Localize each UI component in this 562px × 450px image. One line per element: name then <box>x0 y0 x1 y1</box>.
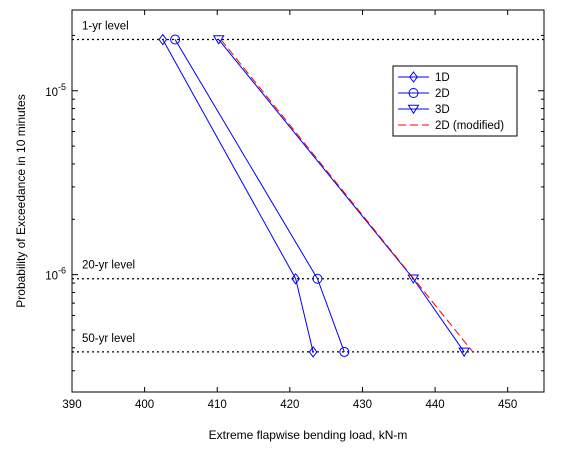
y-tick-label-1: 10-5 <box>45 82 66 99</box>
legend-marker-1 <box>408 88 419 98</box>
series-line-1 <box>174 39 345 353</box>
reference-label-2: 50-yr level <box>82 333 135 345</box>
x-tick-label-1: 400 <box>135 399 154 411</box>
x-tick-label-6: 450 <box>498 399 517 411</box>
reference-label-1: 20-yr level <box>82 260 135 272</box>
x-tick-label-5: 440 <box>425 399 444 411</box>
y-axis-label: Probability of Exceedance in 10 minutes <box>14 94 28 307</box>
series-line-0 <box>162 39 314 353</box>
series-2-point-1 <box>407 274 420 284</box>
series-2-point-2 <box>458 347 471 358</box>
legend-marker-2 <box>407 104 420 115</box>
x-tick-label-2: 410 <box>208 399 227 411</box>
x-tick-label-4: 430 <box>353 399 372 411</box>
series-1-point-0 <box>170 34 181 45</box>
series-1-point-2 <box>339 346 350 357</box>
legend-label-2: 3D <box>435 104 450 116</box>
series-0-point-2 <box>308 346 318 358</box>
reference-label-0: 1-yr level <box>82 21 129 33</box>
x-tick-label-3: 420 <box>280 399 299 411</box>
y-tick-label-0: 10-6 <box>45 266 66 283</box>
legend-label-0: 1D <box>435 72 450 84</box>
legend-label-1: 2D <box>435 88 450 100</box>
series-1-point-1 <box>312 273 323 284</box>
series-0-point-1 <box>291 272 301 285</box>
legend-label-3: 2D (modified) <box>435 120 504 132</box>
legend-marker-0 <box>409 71 418 83</box>
series-line-3 <box>220 39 474 353</box>
x-axis-label: Extreme flapwise bending load, kN-m <box>209 428 408 442</box>
legend-box <box>392 65 518 137</box>
series-0-point-0 <box>158 33 168 46</box>
x-tick-label-0: 390 <box>62 399 81 411</box>
